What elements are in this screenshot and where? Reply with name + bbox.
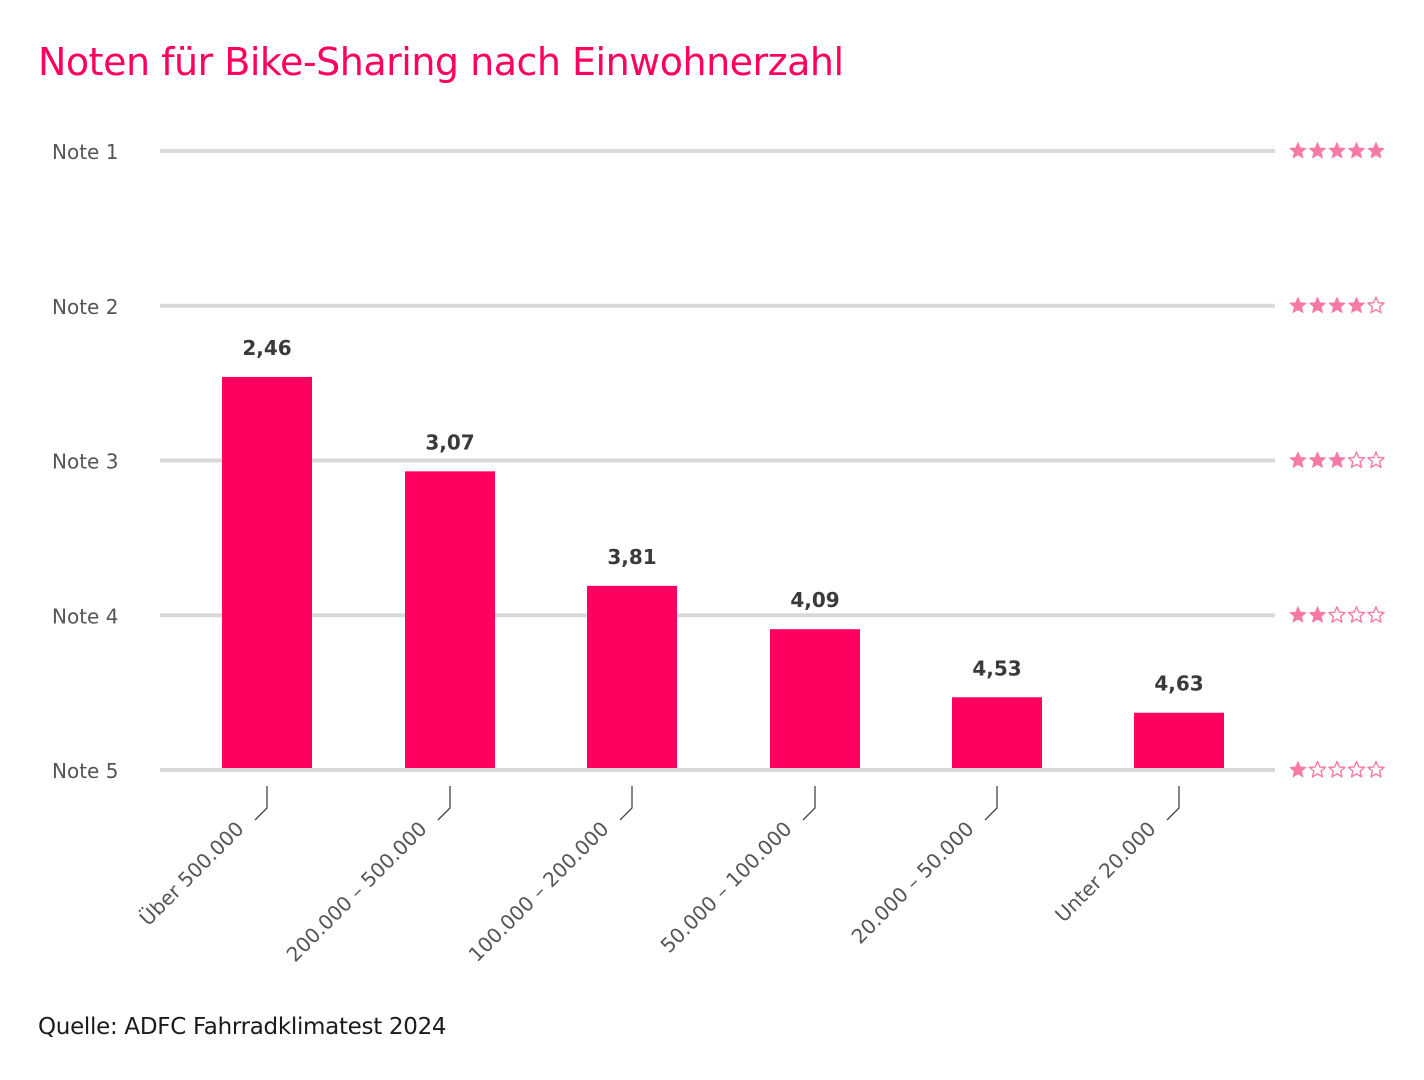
star-rating	[1289, 760, 1385, 778]
star-outline-icon	[1367, 606, 1385, 623]
label-leader-line	[437, 786, 451, 821]
label-leader-line	[802, 786, 816, 821]
gridlines	[160, 149, 1275, 772]
bar	[222, 376, 312, 768]
x-axis-labels: Über 500.000 200.000 – 500.000 100.000 – 2…	[135, 786, 1180, 967]
label-leader-line	[619, 786, 633, 821]
star-rating	[1289, 451, 1385, 469]
star-outline-icon	[1328, 760, 1346, 778]
y-tick-label: Note 1	[52, 140, 118, 164]
x-tick-label: Unter 20.000	[1050, 817, 1160, 927]
star-filled-icon	[1348, 142, 1365, 159]
y-tick-label: Note 4	[52, 604, 118, 628]
star-filled-icon	[1348, 296, 1365, 314]
star-outline-icon	[1367, 451, 1385, 469]
star-outline-icon	[1367, 760, 1385, 778]
bars	[222, 376, 1224, 768]
star-filled-icon	[1309, 296, 1326, 314]
star-outline-icon	[1308, 760, 1327, 778]
x-tick-label: Über 500.000	[135, 817, 249, 931]
bar	[770, 629, 860, 768]
star-filled-icon	[1309, 142, 1326, 159]
value-label: 3,07	[425, 430, 474, 454]
star-outline-icon	[1347, 606, 1366, 623]
star-outline-icon	[1328, 606, 1346, 623]
label-leader-line	[984, 786, 998, 821]
star-outline-icon	[1347, 451, 1366, 469]
value-label: 3,81	[607, 545, 656, 569]
star-filled-icon	[1328, 296, 1346, 314]
bar	[952, 697, 1042, 768]
star-rating	[1289, 606, 1385, 623]
star-ratings	[1289, 142, 1385, 778]
star-filled-icon	[1289, 451, 1307, 468]
bar	[1134, 712, 1224, 768]
star-filled-icon	[1289, 761, 1307, 778]
value-label: 4,63	[1154, 672, 1203, 696]
y-tick-label: Note 2	[52, 295, 118, 319]
source-note: Quelle: ADFC Fahrradklimatest 2024	[38, 1014, 447, 1040]
star-outline-icon	[1367, 296, 1385, 314]
star-filled-icon	[1289, 606, 1307, 623]
x-tick-label: 20.000 – 50.000	[847, 817, 979, 949]
y-axis-labels: Note 1 Note 2 Note 3 Note 4 Note 5	[52, 140, 118, 783]
star-rating	[1289, 142, 1385, 159]
value-labels: 2,46 3,07 3,81 4,09 4,53 4,63	[242, 336, 1203, 696]
bar	[405, 471, 495, 768]
label-leader-line	[1166, 786, 1180, 821]
star-rating	[1289, 296, 1385, 314]
bar	[587, 585, 677, 768]
value-label: 4,53	[972, 656, 1021, 680]
star-outline-icon	[1347, 760, 1366, 778]
y-tick-label: Note 5	[52, 759, 118, 783]
x-tick-label: 200.000 – 500.000	[282, 817, 432, 967]
star-filled-icon	[1328, 142, 1346, 159]
y-tick-label: Note 3	[52, 450, 118, 474]
star-filled-icon	[1289, 296, 1307, 314]
star-filled-icon	[1309, 451, 1326, 468]
value-label: 4,09	[790, 588, 839, 612]
value-label: 2,46	[242, 336, 291, 360]
star-filled-icon	[1309, 606, 1326, 623]
star-filled-icon	[1367, 142, 1385, 159]
chart-title: Noten für Bike-Sharing nach Einwohnerzah…	[38, 40, 844, 84]
x-tick-label: 100.000 – 200.000	[464, 817, 614, 967]
star-filled-icon	[1328, 451, 1346, 468]
label-leader-line	[254, 786, 268, 821]
star-filled-icon	[1289, 142, 1307, 159]
x-tick-label: 50.000 – 100.000	[656, 817, 797, 958]
